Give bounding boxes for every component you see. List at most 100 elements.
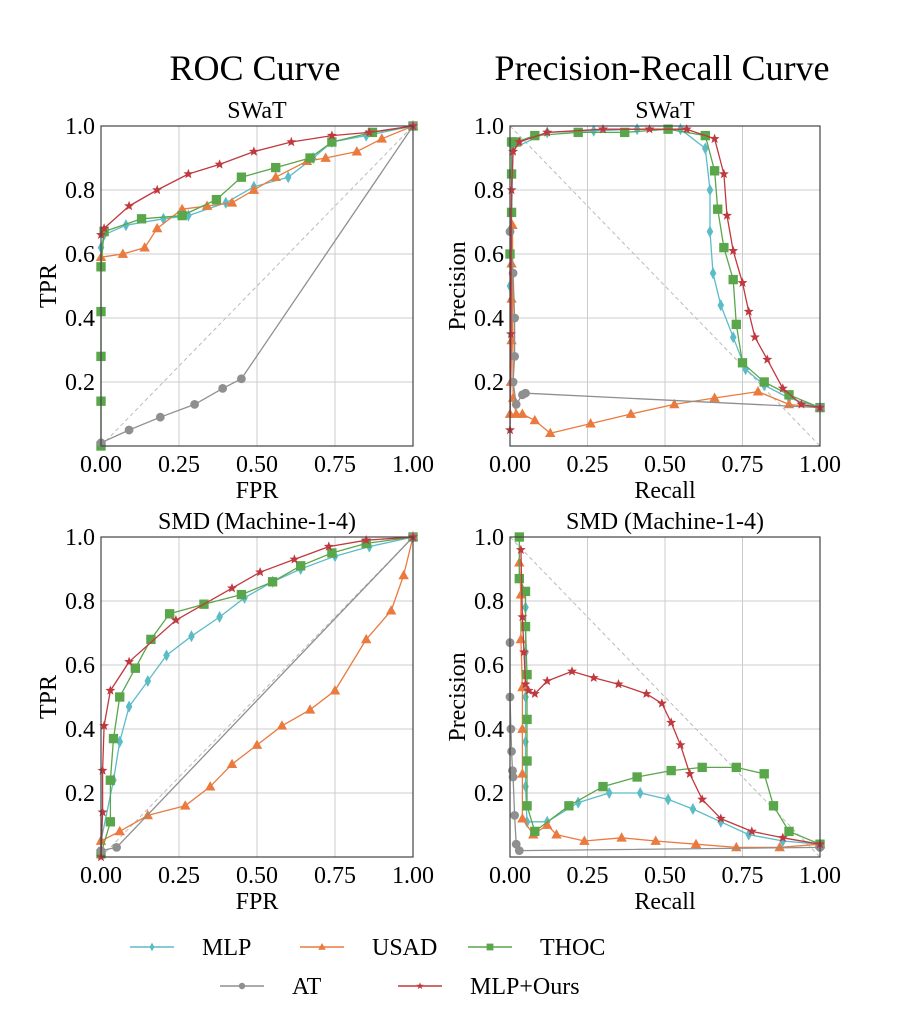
data-point	[227, 583, 237, 593]
data-point	[522, 714, 532, 725]
reference-diagonal	[509, 125, 821, 447]
x-tick-label: 0.25	[567, 452, 609, 478]
data-point	[180, 800, 191, 810]
legend-entry-thoc: THOC	[468, 935, 605, 961]
data-point	[216, 610, 223, 624]
legend-marker-diamond-icon	[149, 942, 155, 952]
legend-entry-usad: USAD	[300, 935, 437, 961]
data-point	[517, 408, 528, 418]
data-point	[506, 169, 517, 179]
x-tick-label: 0.75	[314, 452, 356, 478]
data-point	[329, 685, 341, 695]
legend-label: USAD	[372, 935, 437, 961]
x-axis-label: Recall	[634, 478, 696, 504]
data-point	[267, 577, 278, 587]
y-axis-label: Precision	[445, 241, 471, 330]
data-point	[719, 242, 729, 253]
data-point	[641, 688, 652, 698]
data-point	[124, 425, 134, 435]
data-point	[737, 277, 748, 287]
data-point	[542, 127, 553, 137]
data-point	[616, 832, 627, 842]
data-point	[598, 781, 608, 792]
data-point	[746, 826, 757, 836]
data-point	[236, 172, 247, 182]
y-tick-label: 1.0	[474, 114, 504, 140]
data-point	[508, 772, 518, 782]
data-point	[522, 756, 532, 766]
legend-entry-at: AT	[220, 974, 322, 1000]
data-point	[361, 538, 371, 549]
data-point	[114, 825, 125, 836]
series-thoc	[514, 532, 825, 849]
data-point	[146, 634, 156, 645]
data-point	[160, 212, 167, 225]
data-point	[784, 826, 794, 837]
data-point	[777, 832, 788, 842]
data-point	[706, 225, 714, 238]
y-axis-label: Precision	[445, 652, 471, 741]
data-point	[517, 681, 528, 692]
data-point	[636, 786, 644, 800]
data-point	[218, 384, 228, 393]
data-point	[190, 400, 200, 409]
y-tick-label: 0.6	[65, 242, 95, 268]
data-point	[768, 801, 779, 811]
y-axis-label: TPR	[36, 675, 62, 719]
data-point	[632, 772, 642, 782]
data-point	[237, 374, 246, 384]
data-point	[717, 299, 725, 312]
data-point	[522, 669, 532, 680]
data-point	[598, 124, 608, 134]
data-point	[122, 219, 130, 232]
legend-marker-square-icon	[486, 943, 494, 951]
data-point	[514, 136, 525, 147]
data-point	[762, 354, 773, 364]
y-tick-label: 0.4	[65, 717, 95, 743]
series-line	[100, 536, 414, 842]
data-point	[697, 762, 707, 773]
panel-title: SMD (Machine-1-4)	[158, 509, 356, 535]
y-tick-label: 0.2	[65, 781, 95, 807]
legend-entry-mlp: MLP	[130, 935, 251, 961]
data-point	[690, 838, 702, 849]
data-point	[511, 400, 521, 409]
data-point	[656, 698, 667, 708]
data-point	[351, 146, 363, 156]
series-line	[100, 125, 414, 258]
y-tick-label: 0.2	[474, 781, 504, 807]
x-tick-label: 0.75	[722, 863, 764, 889]
data-point	[361, 535, 372, 545]
y-tick-label: 1.0	[65, 114, 95, 140]
pr-swat-panel: SWaT 0.00 0.25 0.50 0.75 1.00 0.2 0.4 0.6 0.8 1.0 R…	[445, 98, 841, 504]
x-tick-label: 0.50	[644, 863, 686, 889]
data-point	[248, 184, 260, 194]
data-point	[511, 137, 521, 147]
data-point	[709, 267, 717, 280]
data-point	[731, 762, 741, 773]
legend: MLP USAD THOC AT MLP+Ours	[130, 935, 605, 1000]
data-point	[270, 171, 281, 182]
data-point	[248, 146, 259, 156]
y-tick-label: 0.8	[65, 178, 95, 204]
data-point	[326, 130, 337, 140]
data-point	[728, 245, 739, 255]
legend-label: THOC	[540, 935, 605, 961]
reference-diagonal	[100, 536, 414, 858]
data-point	[517, 813, 528, 823]
data-point	[709, 392, 720, 402]
data-point	[515, 633, 527, 644]
x-axis-label: FPR	[236, 478, 279, 504]
data-point	[759, 769, 769, 779]
data-point	[304, 704, 316, 714]
legend-entry-mlp-ours: MLP+Ours	[398, 974, 580, 1000]
data-point	[151, 222, 163, 233]
roc-column-title: ROC Curve	[170, 48, 341, 88]
data-point	[573, 127, 583, 138]
data-point	[519, 647, 529, 657]
data-point	[784, 390, 794, 400]
data-point	[515, 544, 526, 554]
data-point	[579, 835, 590, 845]
data-point	[289, 554, 300, 564]
